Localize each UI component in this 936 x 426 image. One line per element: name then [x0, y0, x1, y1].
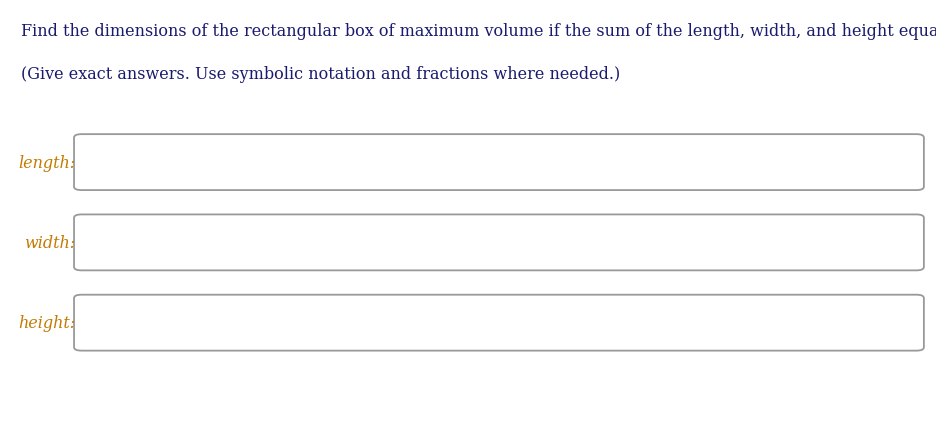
Text: length:: length:: [18, 154, 75, 171]
Text: Find the dimensions of the rectangular box of maximum volume if the sum of the l: Find the dimensions of the rectangular b…: [21, 23, 936, 40]
FancyBboxPatch shape: [74, 135, 923, 191]
Text: (Give exact answers. Use symbolic notation and fractions where needed.): (Give exact answers. Use symbolic notati…: [21, 66, 620, 83]
FancyBboxPatch shape: [74, 215, 923, 271]
FancyBboxPatch shape: [74, 295, 923, 351]
Text: width:: width:: [23, 234, 75, 251]
Text: height:: height:: [18, 314, 75, 331]
